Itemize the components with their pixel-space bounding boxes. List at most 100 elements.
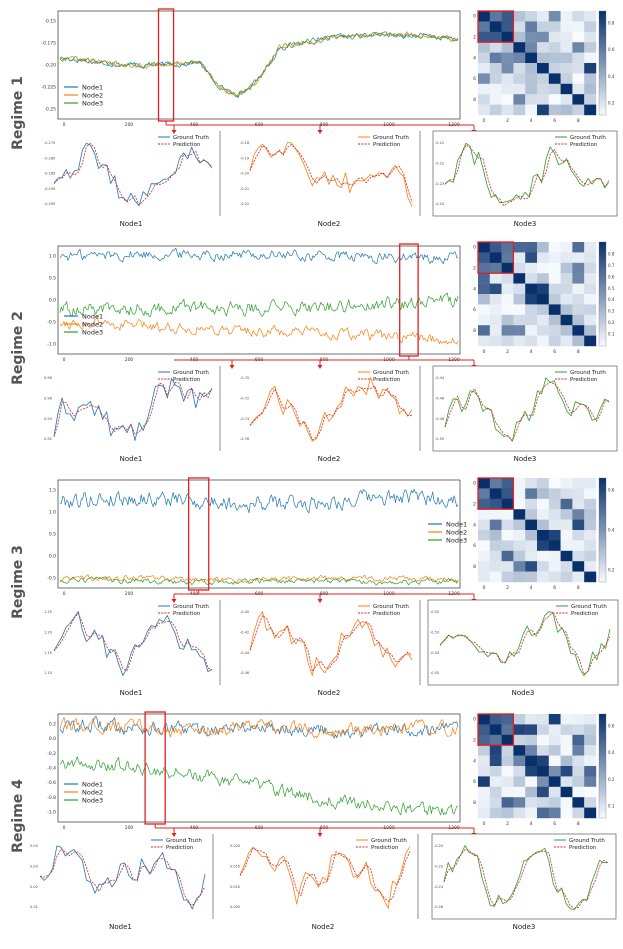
heatmap-cell <box>548 262 561 274</box>
heatmap-cell <box>584 755 597 767</box>
panel-title: Node1 <box>120 455 143 463</box>
heatmap-cell <box>501 31 514 43</box>
heatmap-cell <box>560 262 573 274</box>
heatmap-cell <box>525 776 538 787</box>
heatmap-cell <box>572 73 585 84</box>
heatmap-cell <box>513 488 526 499</box>
y-tick-label: -0.8 <box>47 795 56 801</box>
heatmap-cell <box>572 273 585 284</box>
heatmap-cell <box>560 530 573 541</box>
y-tick-label: -0.20 <box>44 63 56 69</box>
heatmap-cell <box>560 31 573 43</box>
heatmap-cell <box>501 734 514 746</box>
heatmap-cell <box>537 335 549 347</box>
heatmap-cell <box>525 283 538 295</box>
heatmap-cell <box>584 242 597 253</box>
heatmap-cell <box>478 478 490 489</box>
heatmap-cell <box>501 104 514 116</box>
heatmap-cell <box>537 83 549 95</box>
y-tick-label: 1.5 <box>49 488 56 494</box>
heatmap-cell <box>501 550 514 562</box>
heatmap-cell <box>572 31 585 43</box>
heatmap-cell <box>584 724 597 735</box>
heatmap-cell <box>560 283 573 295</box>
heatmap-cell <box>525 734 538 746</box>
heatmap-cell <box>525 242 538 253</box>
heatmap-cell <box>513 724 526 735</box>
colorbar <box>598 713 607 819</box>
prediction-line <box>53 381 213 438</box>
heatmap-cell <box>489 734 502 746</box>
heatmap-cell <box>560 325 573 336</box>
heatmap-cell <box>537 766 549 777</box>
heatmap-cell <box>489 755 502 767</box>
x-tick-label: 0 <box>482 349 485 355</box>
overview-chart-1: 020040060080010001200-0.15-0.175-0.20-0.… <box>41 8 461 128</box>
heatmap-cell <box>537 509 549 520</box>
heatmap-cell <box>513 294 526 305</box>
zoom-panel-1-node1: -0.175 -0.180 -0.185 -0.190 -0.195 Ground Tru… <box>44 131 221 228</box>
panel-title: Node3 <box>513 923 536 931</box>
heatmap-cell <box>478 273 490 284</box>
y-tick-label: -0.23 <box>435 182 444 186</box>
heatmap-cell <box>572 766 585 777</box>
heatmap-cell <box>584 530 597 541</box>
heatmap-cell <box>584 273 597 284</box>
heatmap-cell <box>513 325 526 336</box>
plot-frame <box>431 833 617 920</box>
heatmap-cell <box>560 498 573 510</box>
heatmap-cell <box>548 52 561 64</box>
heatmap-cell <box>584 304 597 315</box>
heatmap-cell <box>572 786 585 798</box>
y-tick-label: -0.44 <box>240 651 250 655</box>
connector-arrowhead <box>171 130 177 134</box>
ground-truth-line <box>444 377 610 442</box>
legend-label: Node3 <box>82 797 103 805</box>
heatmap-cell <box>584 83 597 95</box>
heatmap-cell <box>560 540 573 551</box>
colorbar-tick-label: 0.4 <box>608 74 615 79</box>
x-tick-label: 8 <box>577 349 580 355</box>
heatmap-cell <box>537 21 549 32</box>
heatmap-cell <box>478 21 490 32</box>
y-tick-label: 2 <box>473 35 476 41</box>
heatmap-cell <box>572 262 585 274</box>
y-tick-label: 6 <box>473 76 476 82</box>
heatmap-cell <box>560 21 573 32</box>
heatmap-cell <box>572 519 585 531</box>
heatmap-cell <box>525 797 538 808</box>
x-tick-label: 2 <box>506 349 509 355</box>
heatmap-cell <box>525 714 538 725</box>
heatmap-cell <box>501 766 514 777</box>
heatmap-cell <box>537 304 549 315</box>
colorbar-tick-label: 0.6 <box>608 724 615 729</box>
heatmap-cell <box>572 21 585 32</box>
y-tick-label: 0.03 <box>30 865 38 869</box>
heatmap-cell <box>584 519 597 531</box>
prediction-line <box>39 848 206 906</box>
y-tick-label: -0.72 <box>240 397 249 401</box>
colorbar-tick-label: 0.4 <box>608 750 615 755</box>
heatmap-cell <box>525 519 538 531</box>
legend-label-prediction: Prediction <box>373 377 401 383</box>
heatmap-cell <box>584 786 597 798</box>
heatmap-cell <box>548 104 561 116</box>
y-tick-label: -0.20 <box>240 172 249 176</box>
y-tick-label: -0.24 <box>434 885 444 889</box>
heatmap-cell <box>513 571 526 583</box>
heatmap-cell <box>513 745 526 756</box>
zoom-panel-2-node3: -0.44 -0.46 -0.48 -0.50 Ground TruthPredicti… <box>432 365 618 463</box>
heatmap-cell <box>584 498 597 510</box>
heatmap-cell <box>548 530 561 541</box>
heatmap-cell <box>513 42 526 53</box>
regime-label: Regime 1 <box>10 76 26 150</box>
heatmap-cell <box>537 488 549 499</box>
heatmap-cell <box>584 734 597 746</box>
heatmap-cell <box>537 252 549 263</box>
heatmap-cell <box>525 807 538 819</box>
legend-label-prediction: Prediction <box>166 845 194 851</box>
heatmap-cell <box>560 252 573 263</box>
heatmap-cell <box>560 104 573 116</box>
y-tick-label: -0.5 <box>47 320 56 326</box>
heatmap-cell <box>501 314 514 326</box>
